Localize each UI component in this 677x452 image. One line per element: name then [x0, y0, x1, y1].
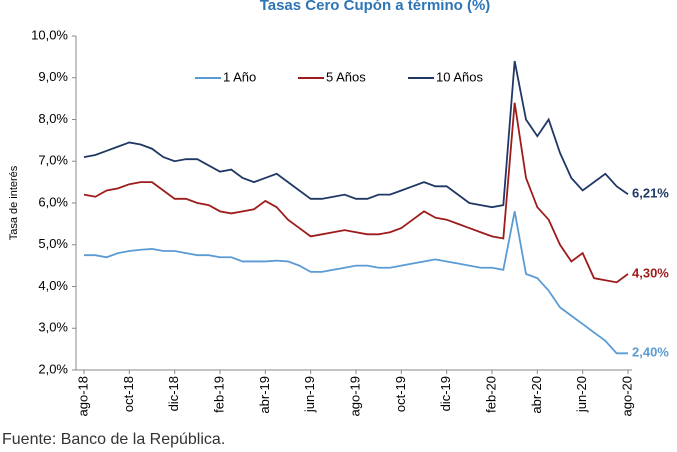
value-label: 2,40% [632, 345, 669, 360]
x-tick-label: oct-18 [121, 376, 136, 412]
y-tick-label: 3,0% [38, 320, 68, 335]
x-tick-label: ago-18 [75, 376, 90, 416]
series-line [84, 211, 628, 355]
source: Fuente: Banco de la República. [2, 431, 225, 448]
x-tick-label: ago-20 [619, 376, 634, 416]
y-tick-label: 8,0% [38, 111, 68, 126]
series-line [83, 102, 629, 284]
x-tick-label: ago-19 [347, 376, 362, 416]
x-tick-label: abr-19 [257, 376, 272, 414]
legend-label: 10 Años [436, 69, 483, 84]
x-tick-label: jun-19 [302, 376, 317, 413]
value-label: 6,21% [632, 186, 669, 201]
y-tick-label: 6,0% [38, 194, 68, 209]
y-tick-label: 4,0% [38, 278, 68, 293]
x-tick-label: oct-19 [393, 376, 408, 412]
legend-label: 5 Años [326, 69, 366, 84]
legend-label: 1 Año [223, 69, 256, 84]
x-tick-label: feb-20 [483, 376, 498, 413]
y-tick-label: 2,0% [38, 361, 68, 376]
chart-title: Tasas Cero Cupón a término (%) [260, 0, 491, 14]
x-tick-label: dic-19 [438, 376, 453, 411]
x-tick-label: jun-20 [574, 376, 589, 413]
x-tick-label: feb-19 [211, 376, 226, 413]
y-tick-label: 10,0% [31, 27, 68, 42]
y-tick-label: 9,0% [38, 69, 68, 84]
x-tick-label: abr-20 [529, 376, 544, 414]
series-line [83, 60, 629, 209]
y-tick-label: 5,0% [38, 236, 68, 251]
x-tick-label: dic-18 [166, 376, 181, 411]
y-tick-label: 7,0% [38, 153, 68, 168]
value-label: 4,30% [632, 265, 669, 280]
y-axis-label: Tasa de interés [8, 165, 20, 240]
